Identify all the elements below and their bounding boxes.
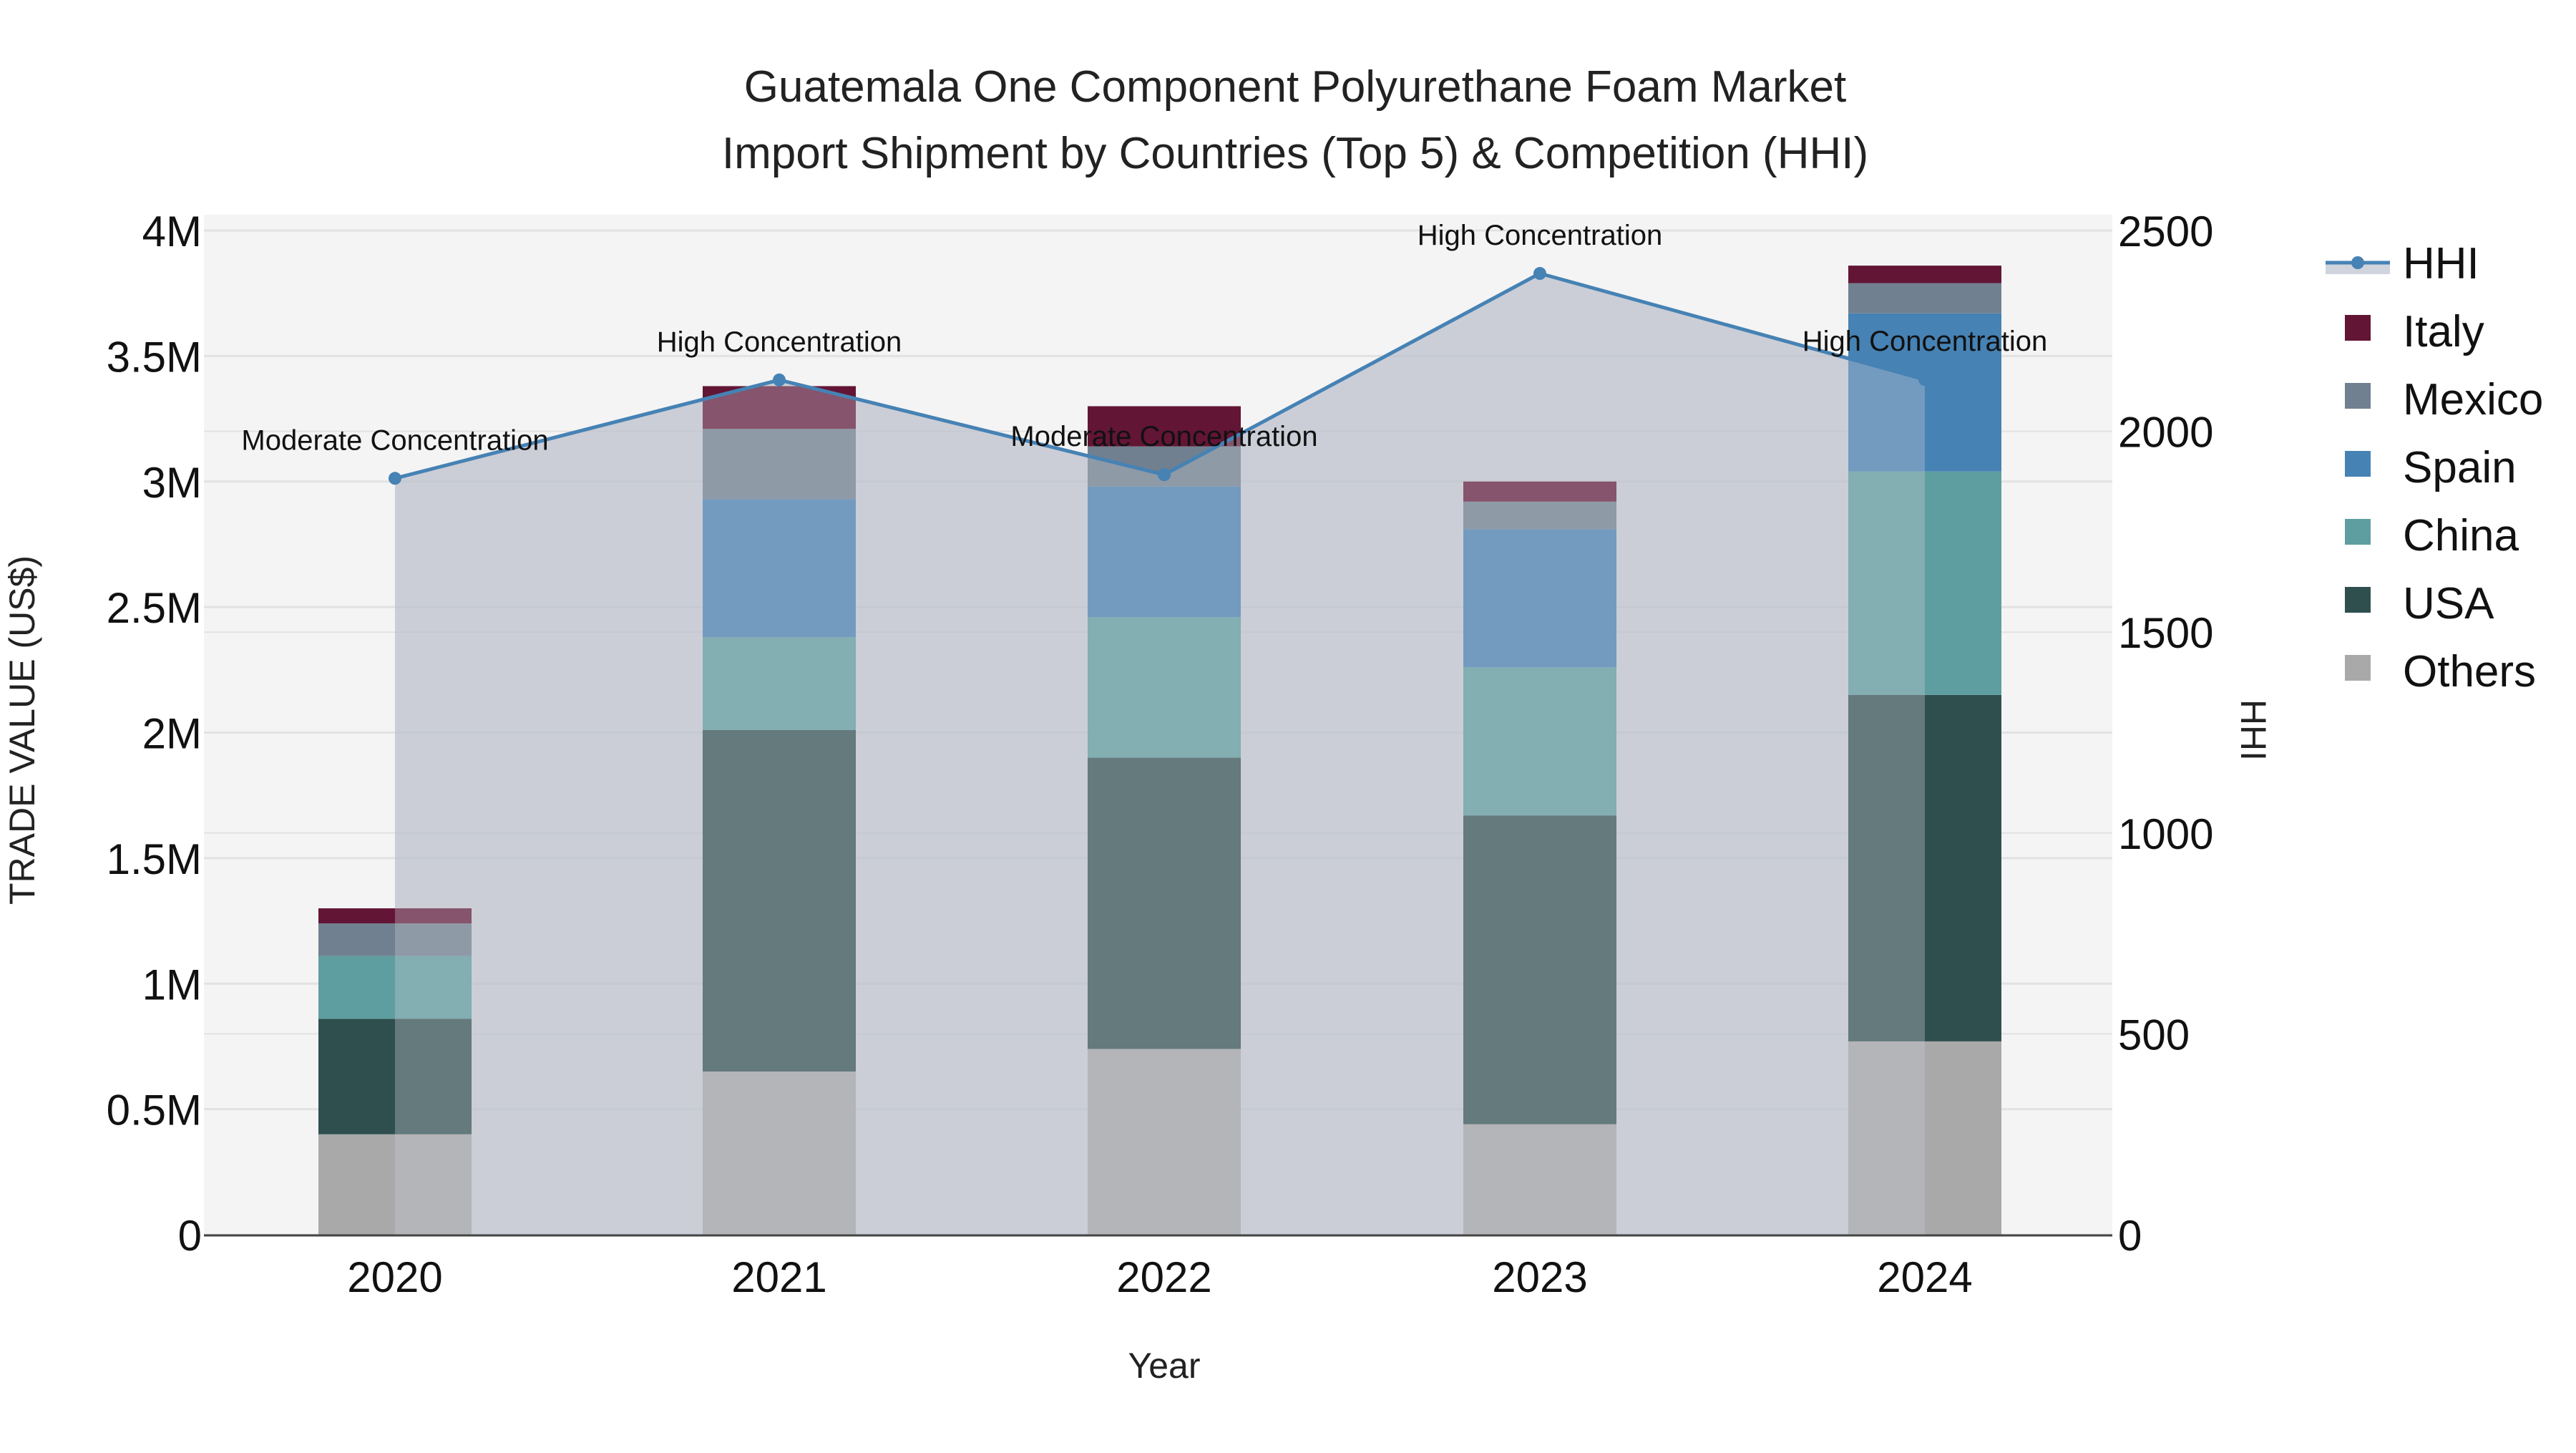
bar-segment-italy [318,908,472,924]
bar-segment-china [1088,617,1241,758]
y-left-tick-label: 3.5M [107,333,202,381]
y-left-tick-label: 1.5M [107,835,202,883]
bar-segment-usa [1088,757,1241,1049]
y-right-tick-label: 1000 [2118,810,2213,858]
y-left-tick-label: 1M [142,961,202,1009]
bar-segment-others [1848,1041,2001,1235]
legend-label-others: Others [2403,647,2536,696]
bar-segment-others [703,1071,856,1235]
bars [318,266,2001,1235]
legend-swatch-china [2345,519,2371,545]
bar-segment-usa [1848,694,2001,1041]
bar-segment-italy [1848,266,2001,283]
hhi-area-overlay [395,273,1925,1235]
hhi-marker [389,472,401,485]
bar-segment-china [1848,471,2001,695]
y-left-tick-label: 0.5M [107,1087,202,1134]
y-left-tick-label: 2.5M [107,584,202,632]
bar-segment-mexico [703,429,856,500]
hhi-annotation: Moderate Concentration [241,424,548,456]
y-left-tick-label: 0 [178,1212,202,1260]
legend-swatch-spain [2345,451,2371,477]
y-left-tick-label: 2M [142,710,202,758]
hhi-annotation: High Concentration [1802,326,2047,357]
x-tick-label: 2022 [1116,1253,1211,1301]
y-left-tick-label: 3M [142,459,202,507]
bar-segment-usa [703,729,856,1072]
bar-segment-usa [318,1019,472,1134]
hhi-annotation: High Concentration [657,326,902,358]
y-right-tick-label: 1500 [2118,609,2213,657]
y-right-tick-label: 0 [2118,1212,2142,1260]
bar-segment-usa [1463,815,1616,1124]
legend-swatch-mexico [2345,383,2371,409]
legend-label-mexico: Mexico [2403,375,2543,424]
annotations: Moderate Concentration High Concentration… [241,220,2047,456]
bar-segment-china [703,637,856,730]
hhi-marker [773,373,786,387]
y-right-ticks: 0 500 1000 1500 2000 2500 [2118,208,2213,1260]
bar-segment-italy [1088,406,1241,447]
x-tick-label: 2023 [1492,1253,1587,1301]
x-tick-label: 2021 [731,1253,826,1301]
bar-segment-spain [1463,529,1616,668]
legend-hhi-marker-icon [2351,256,2364,269]
hhi-annotation: High Concentration [1418,220,1662,251]
legend: HHI Italy Mexico Spain China USA Others [2326,239,2543,696]
bar-segment-spain [1848,313,2001,472]
bar-segment-mexico [1463,501,1616,530]
y-left-title: TRADE VALUE (US$) [2,555,42,905]
y-right-title: HHI [2233,699,2273,761]
bar-segment-spain [703,499,856,638]
y-right-tick-label: 2500 [2118,208,2213,256]
legend-label-italy: Italy [2403,307,2484,356]
y-left-ticks: 0 0.5M 1M 1.5M 2M 2.5M 3M 3.5M 4M [107,208,202,1260]
legend-label-hhi: HHI [2403,239,2479,288]
bar-segment-italy [1463,481,1616,502]
bar-segment-mexico [318,923,472,956]
hhi-marker [1918,373,1931,387]
x-ticks: 2020 2021 2022 2023 2024 [347,1253,1972,1301]
x-tick-label: 2020 [347,1253,442,1301]
legend-swatch-italy [2345,315,2371,341]
bar-segment-china [1463,667,1616,816]
y-right-tick-label: 2000 [2118,409,2213,457]
bar-segment-china [318,956,472,1019]
bar-segment-others [1088,1049,1241,1235]
chart-title-line1: Guatemala One Component Polyurethane Foa… [744,62,1846,112]
legend-label-china: China [2403,511,2519,560]
bar-segment-others [318,1134,472,1235]
hhi-marker [1533,267,1546,281]
x-title: Year [1128,1346,1200,1386]
hhi-annotation: Moderate Concentration [1010,421,1317,452]
bar-segment-mexico [1848,283,2001,314]
y-right-tick-label: 500 [2118,1011,2190,1059]
bar-segment-others [1463,1124,1616,1235]
legend-label-spain: Spain [2403,443,2517,492]
chart-title-line2: Import Shipment by Countries (Top 5) & C… [722,129,1868,178]
hhi-line [389,267,1931,485]
bar-segment-spain [1088,486,1241,618]
x-tick-label: 2024 [1877,1253,1972,1301]
hhi-marker [1158,468,1171,482]
legend-label-usa: USA [2403,579,2494,628]
legend-swatch-others [2345,655,2371,681]
legend-swatch-usa [2345,587,2371,613]
y-left-tick-label: 4M [142,208,202,256]
